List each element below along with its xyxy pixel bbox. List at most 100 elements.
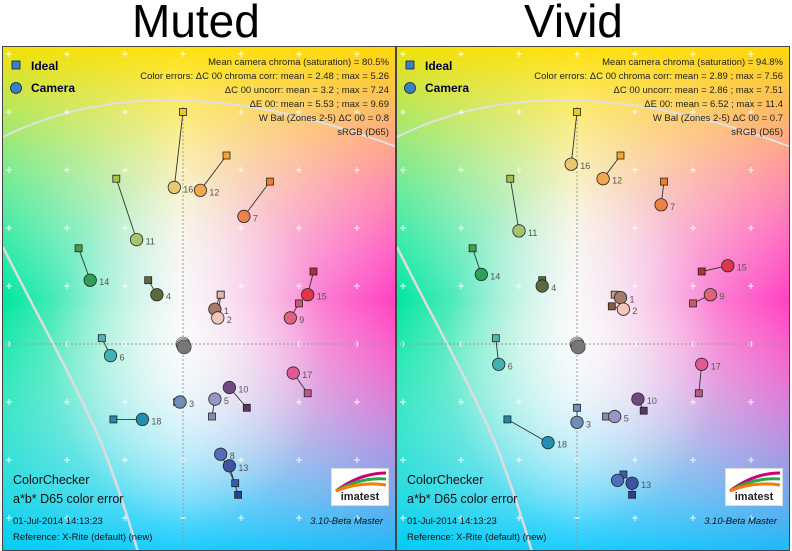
footer-version: 3.10-Beta Master <box>704 516 777 527</box>
patch-label: 14 <box>99 277 109 287</box>
patch-label: 12 <box>209 187 219 197</box>
footer-title: ColorChecker a*b* D65 color error <box>13 471 123 509</box>
camera-marker <box>237 209 251 223</box>
camera-marker <box>211 311 225 325</box>
grid-cross <box>354 283 360 289</box>
ideal-marker <box>689 299 697 308</box>
camera-marker <box>150 288 164 302</box>
legend-camera-label: Camera <box>425 81 470 95</box>
patch-label: 3 <box>189 399 194 409</box>
footer-line1: ColorChecker <box>13 473 90 487</box>
chart-title-vivid: Vivid <box>524 0 623 47</box>
grid-cross <box>400 167 406 173</box>
grid-cross <box>516 167 522 173</box>
camera-marker <box>721 259 735 273</box>
grid-cross <box>238 515 244 521</box>
grid-cross <box>238 399 244 405</box>
ideal-marker <box>97 334 106 343</box>
grid-cross <box>6 225 12 231</box>
camera-marker <box>173 395 187 409</box>
error-line <box>570 111 578 165</box>
grid-cross <box>354 167 360 173</box>
neutral-patch-marker <box>176 339 192 355</box>
grid-cross <box>296 515 302 521</box>
stats-line: Color errors: ΔC 00 chroma corr: mean = … <box>140 71 389 82</box>
patch-label: 16 <box>580 161 590 171</box>
stats-line: ΔE 00: mean = 5.53 ; max = 9.69 <box>249 99 389 110</box>
grid-cross <box>574 51 580 57</box>
grid-cross <box>632 109 638 115</box>
logo-graphic <box>729 471 781 493</box>
grid-cross <box>122 457 128 463</box>
legend-ideal-marker <box>405 60 415 70</box>
footer-reference: Reference: X-Rite (default) (new) <box>13 532 153 543</box>
patch-label: 5 <box>224 396 229 406</box>
ideal-marker <box>503 415 512 424</box>
grid-cross <box>458 399 464 405</box>
camera-marker <box>301 288 315 302</box>
camera-marker <box>631 392 645 406</box>
grid-cross <box>296 109 302 115</box>
patch-label: 7 <box>670 202 675 212</box>
ideal-marker <box>242 403 251 412</box>
grid-cross <box>748 283 754 289</box>
grid-cross <box>690 515 696 521</box>
grid-cross <box>400 109 406 115</box>
ideal-marker <box>639 406 648 415</box>
patch-label: 4 <box>166 292 171 302</box>
footer-reference: Reference: X-Rite (default) (new) <box>407 532 547 543</box>
stats-block: Mean camera chroma (saturation) = 94.8% … <box>534 56 783 140</box>
grid-cross <box>458 283 464 289</box>
chart-panel-muted: 1 2 3 4 5 6 7 8 9 10 11 12 13 14 15 16 17 18 Ideal Camera… <box>2 46 396 551</box>
gamut-boundary <box>397 246 533 550</box>
camera-marker <box>83 273 97 287</box>
ideal-marker <box>506 174 515 183</box>
grid-cross <box>458 109 464 115</box>
grid-cross <box>6 109 12 115</box>
camera-marker <box>535 279 549 293</box>
grid-cross <box>64 283 70 289</box>
error-line <box>173 111 184 188</box>
grid-cross <box>354 109 360 115</box>
grid-cross <box>296 225 302 231</box>
ideal-marker <box>216 290 225 299</box>
ideal-marker <box>266 177 274 186</box>
camera-marker <box>703 288 717 302</box>
grid-cross <box>238 109 244 115</box>
ideal-marker <box>309 267 318 276</box>
ideal-marker <box>74 244 83 253</box>
stats-line: sRGB (D65) <box>337 127 389 138</box>
patch-label: 2 <box>632 306 637 316</box>
grid-cross <box>354 225 360 231</box>
grid-cross <box>122 167 128 173</box>
grid-cross <box>6 283 12 289</box>
ideal-marker <box>694 389 703 398</box>
camera-marker <box>214 447 228 461</box>
camera-marker <box>167 180 181 194</box>
ideal-marker <box>616 151 625 160</box>
patch-label: 13 <box>641 480 651 490</box>
grid-cross <box>690 457 696 463</box>
camera-marker <box>193 183 207 197</box>
error-line <box>509 178 520 231</box>
legend-camera-label: Camera <box>31 81 76 95</box>
grid-cross <box>238 457 244 463</box>
ideal-marker <box>222 151 231 160</box>
grid-cross <box>64 109 70 115</box>
grid-cross <box>354 457 360 463</box>
patch-label: 10 <box>647 396 657 406</box>
camera-marker <box>474 267 488 281</box>
grid-cross <box>458 515 464 521</box>
grid-cross <box>296 51 302 57</box>
grid-cross <box>458 51 464 57</box>
camera-marker <box>222 459 236 473</box>
grid-cross <box>64 515 70 521</box>
grid-cross <box>400 515 406 521</box>
patch-label: 18 <box>151 416 161 426</box>
grid-cross <box>748 399 754 405</box>
grid-cross <box>632 283 638 289</box>
camera-marker <box>596 172 610 186</box>
patch-label: 9 <box>719 292 724 302</box>
